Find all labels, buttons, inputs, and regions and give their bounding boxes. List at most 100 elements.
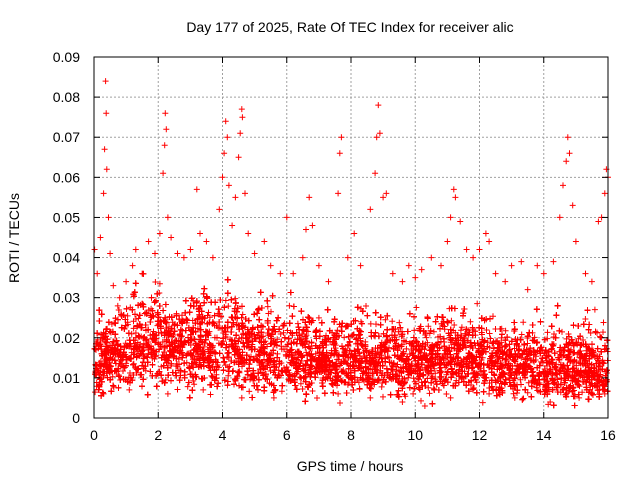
data-point <box>403 345 410 352</box>
data-point <box>278 388 285 395</box>
data-point <box>262 338 269 345</box>
data-point <box>297 380 304 387</box>
data-point <box>294 320 301 327</box>
data-point <box>587 330 594 336</box>
data-point <box>175 356 182 363</box>
data-point <box>467 318 474 325</box>
data-point <box>264 303 271 310</box>
data-point <box>410 390 417 397</box>
data-point <box>396 319 403 326</box>
data-point <box>559 328 565 335</box>
data-point <box>490 313 496 320</box>
data-point <box>431 365 438 372</box>
data-point <box>411 327 418 334</box>
data-point <box>189 317 196 324</box>
data-point <box>133 369 140 376</box>
data-point <box>448 317 455 324</box>
data-point <box>423 334 430 341</box>
data-point <box>277 331 284 337</box>
data-point <box>341 334 348 341</box>
data-point <box>130 325 137 332</box>
data-point <box>418 397 424 404</box>
data-point <box>457 327 464 334</box>
data-point <box>137 341 144 348</box>
data-point <box>124 312 131 319</box>
data-point <box>538 358 544 365</box>
data-point <box>479 399 486 406</box>
data-point <box>384 353 391 360</box>
data-point <box>534 387 541 394</box>
data-point <box>474 300 481 307</box>
data-point <box>389 318 396 325</box>
chart-title: Day 177 of 2025, Rate Of TEC Index for r… <box>186 19 513 35</box>
data-point <box>451 322 458 328</box>
data-point <box>191 381 198 388</box>
data-point <box>222 297 229 304</box>
data-point <box>225 303 232 310</box>
data-point <box>413 304 420 311</box>
data-point <box>109 373 116 380</box>
data-point <box>502 327 509 334</box>
data-point <box>208 372 215 379</box>
data-point <box>444 369 451 376</box>
data-point <box>425 323 432 330</box>
data-point <box>238 334 245 341</box>
data-point <box>525 379 532 386</box>
data-point <box>114 302 121 309</box>
data-point <box>303 349 310 356</box>
data-point <box>352 336 359 343</box>
data-points <box>91 78 611 409</box>
data-point <box>184 383 191 390</box>
data-point <box>225 372 232 379</box>
data-point <box>582 316 589 322</box>
data-point <box>332 367 339 374</box>
data-point <box>246 388 253 395</box>
data-point <box>443 391 450 397</box>
data-point <box>520 319 527 326</box>
data-point <box>150 328 157 335</box>
data-point <box>255 351 262 358</box>
data-point <box>201 343 207 350</box>
data-point <box>315 314 322 321</box>
data-point <box>600 329 606 336</box>
data-point <box>430 328 437 335</box>
data-point <box>517 376 524 383</box>
data-point <box>281 346 287 353</box>
data-point <box>128 330 135 337</box>
data-point <box>334 327 341 334</box>
data-point <box>152 279 159 285</box>
data-point <box>373 321 379 328</box>
data-point <box>280 329 287 336</box>
data-point <box>544 329 551 336</box>
data-point <box>421 379 428 386</box>
data-point <box>472 328 479 335</box>
data-point <box>378 383 385 390</box>
data-point <box>426 390 433 397</box>
data-point <box>205 309 212 316</box>
data-point <box>145 307 152 313</box>
data-point <box>156 280 163 287</box>
data-point <box>299 386 306 392</box>
data-point <box>458 324 465 331</box>
data-point <box>405 374 412 381</box>
data-point <box>430 385 437 392</box>
data-point <box>110 384 117 390</box>
data-point <box>579 389 586 396</box>
data-point <box>380 393 386 400</box>
data-point <box>232 295 239 302</box>
data-point <box>92 389 99 396</box>
data-point <box>518 331 525 338</box>
data-point <box>265 310 272 317</box>
data-point <box>222 344 229 351</box>
data-point <box>162 376 169 383</box>
data-point <box>264 343 271 350</box>
data-point <box>431 342 438 349</box>
data-point <box>591 306 598 313</box>
data-point <box>314 395 320 401</box>
data-point <box>382 316 389 323</box>
data-point <box>159 339 166 345</box>
data-point <box>239 311 246 318</box>
data-point <box>238 314 245 321</box>
data-point <box>367 320 374 327</box>
